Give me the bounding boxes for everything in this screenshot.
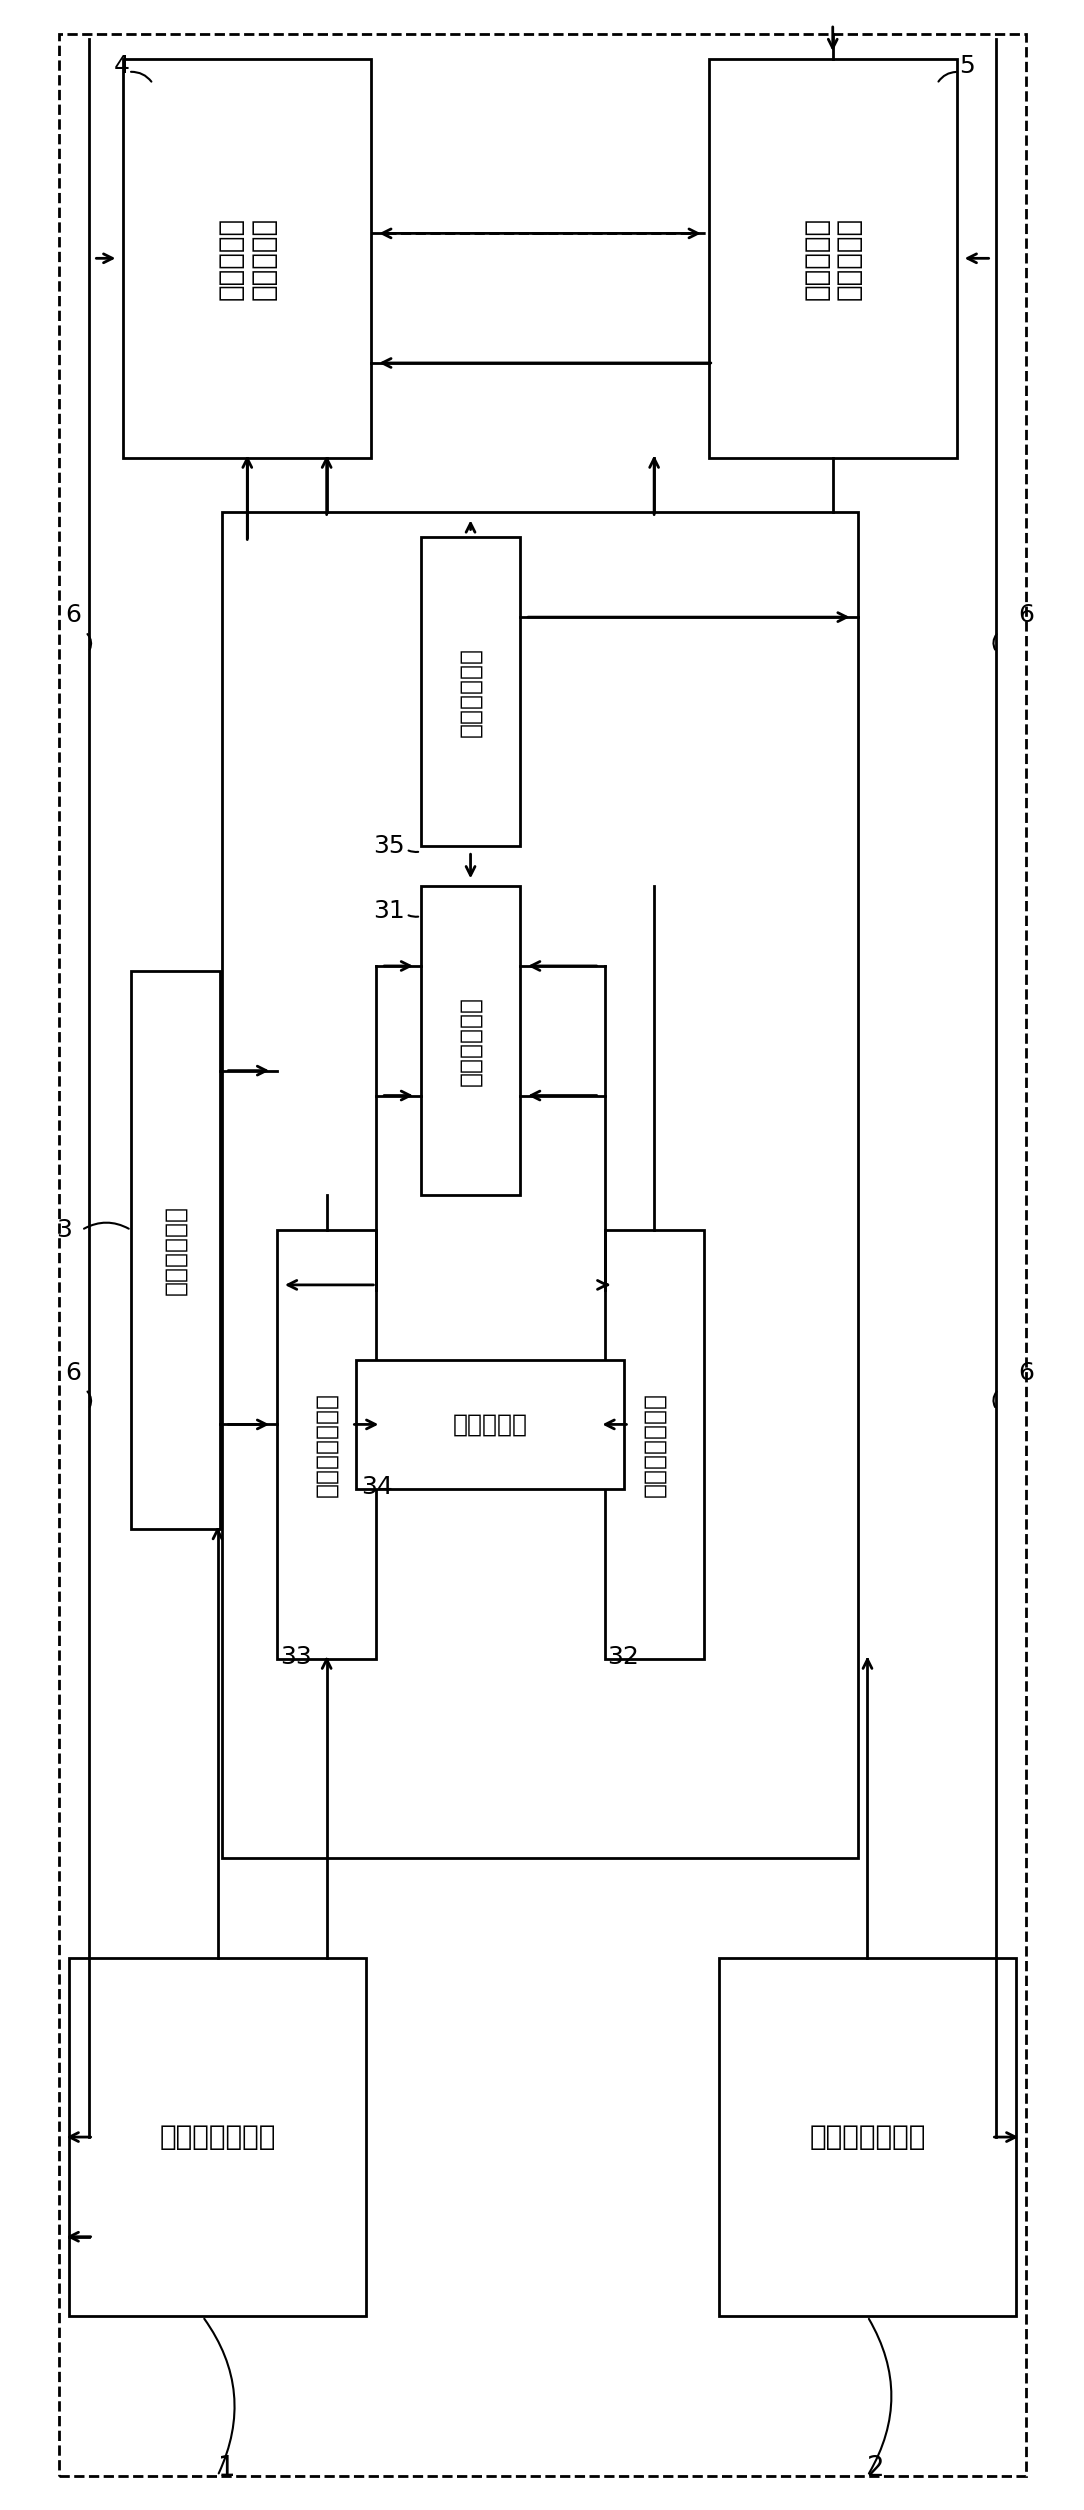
Text: 6: 6 xyxy=(1018,602,1034,628)
Bar xyxy=(719,1958,1017,2317)
Text: 3: 3 xyxy=(55,1217,72,1242)
Bar xyxy=(131,971,220,1529)
Text: 33: 33 xyxy=(280,1644,312,1669)
Text: 乙烯法生产
氯乙烯装置: 乙烯法生产 氯乙烯装置 xyxy=(802,216,863,299)
Text: 低压氯气压缩机: 低压氯气压缩机 xyxy=(642,1393,667,1496)
Bar xyxy=(709,58,957,457)
Bar xyxy=(421,886,520,1195)
Text: 氯气分配装置: 氯气分配装置 xyxy=(164,1205,188,1295)
Bar xyxy=(222,512,857,1857)
Text: 1: 1 xyxy=(218,2455,235,2482)
Text: 35: 35 xyxy=(373,833,405,858)
Text: 2: 2 xyxy=(867,2455,886,2482)
Text: 4: 4 xyxy=(113,53,129,78)
Text: 高压氯气压缩机: 高压氯气压缩机 xyxy=(314,1393,338,1496)
Bar xyxy=(605,1230,704,1659)
Text: 遥控调节阀: 遥控调节阀 xyxy=(453,1413,528,1436)
Text: 电解氯化钓装置: 电解氯化钓装置 xyxy=(810,2123,926,2151)
Text: 6: 6 xyxy=(66,602,81,628)
Text: 电解氯化钓装置: 电解氯化钓装置 xyxy=(159,2123,275,2151)
Text: 5: 5 xyxy=(959,53,975,78)
Bar xyxy=(357,1360,624,1488)
Text: 氯气捕收单元: 氯气捕收单元 xyxy=(459,648,482,738)
Text: 6: 6 xyxy=(66,1360,81,1386)
Text: 32: 32 xyxy=(607,1644,640,1669)
Bar xyxy=(124,58,372,457)
Bar xyxy=(59,35,1027,2475)
Text: 乙烯法生产
氯乙烯装置: 乙烯法生产 氯乙烯装置 xyxy=(217,216,278,299)
Bar xyxy=(278,1230,376,1659)
Bar xyxy=(421,537,520,846)
Text: 31: 31 xyxy=(373,899,405,924)
Text: 废气处理单元: 废气处理单元 xyxy=(459,996,482,1087)
Text: 6: 6 xyxy=(1018,1360,1034,1386)
Text: 34: 34 xyxy=(361,1476,393,1498)
Bar xyxy=(68,1958,366,2317)
